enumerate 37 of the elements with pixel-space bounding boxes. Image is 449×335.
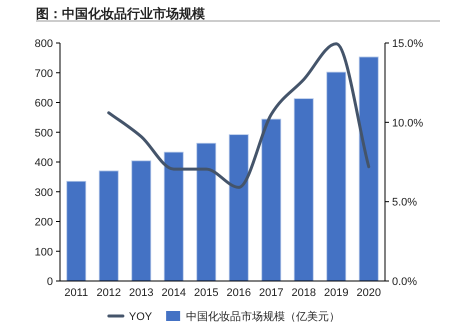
x-tick-label: 2019 — [324, 287, 348, 299]
y-tick-label: 400 — [34, 157, 53, 169]
x-tick-label: 2017 — [259, 287, 284, 299]
legend-label: YOY — [128, 311, 153, 323]
legend-label: 中国化妆品市场规模（亿美元） — [186, 310, 340, 323]
y2-tick-label: 10.0% — [392, 117, 424, 130]
y-tick-label: 500 — [34, 127, 53, 140]
y-tick-label: 300 — [34, 186, 53, 199]
y-tick-label: 700 — [34, 68, 53, 80]
bar — [131, 160, 152, 282]
y-tick-label: 600 — [34, 98, 53, 110]
bar — [196, 142, 216, 282]
bar — [98, 170, 119, 282]
y2-tick-label: 5.0% — [392, 196, 418, 209]
bar — [326, 72, 346, 282]
y-tick-label: 0 — [46, 276, 53, 288]
x-tick-label: 2016 — [226, 287, 251, 299]
y-tick-label: 800 — [34, 38, 53, 50]
bar — [294, 98, 314, 282]
bar — [228, 134, 249, 282]
x-tick-label: 2013 — [129, 287, 154, 299]
bar — [358, 56, 379, 282]
x-tick-label: 2020 — [356, 287, 381, 299]
bar — [164, 152, 184, 282]
x-tick-label: 2018 — [292, 287, 316, 299]
x-tick-label: 2014 — [162, 287, 186, 299]
bar — [66, 180, 86, 282]
y-tick-label: 200 — [34, 216, 53, 228]
chart-title: 图：中国化妆品行业市场规模 — [36, 6, 205, 21]
x-tick-label: 2015 — [194, 287, 218, 299]
y2-tick-label: 0.0% — [392, 276, 418, 288]
bar — [261, 118, 282, 282]
x-tick-label: 2012 — [96, 287, 121, 299]
line-series — [107, 42, 370, 189]
x-tick-label: 2011 — [64, 287, 88, 299]
y2-tick-label: 15.0% — [392, 38, 424, 50]
y-tick-label: 100 — [34, 246, 53, 258]
